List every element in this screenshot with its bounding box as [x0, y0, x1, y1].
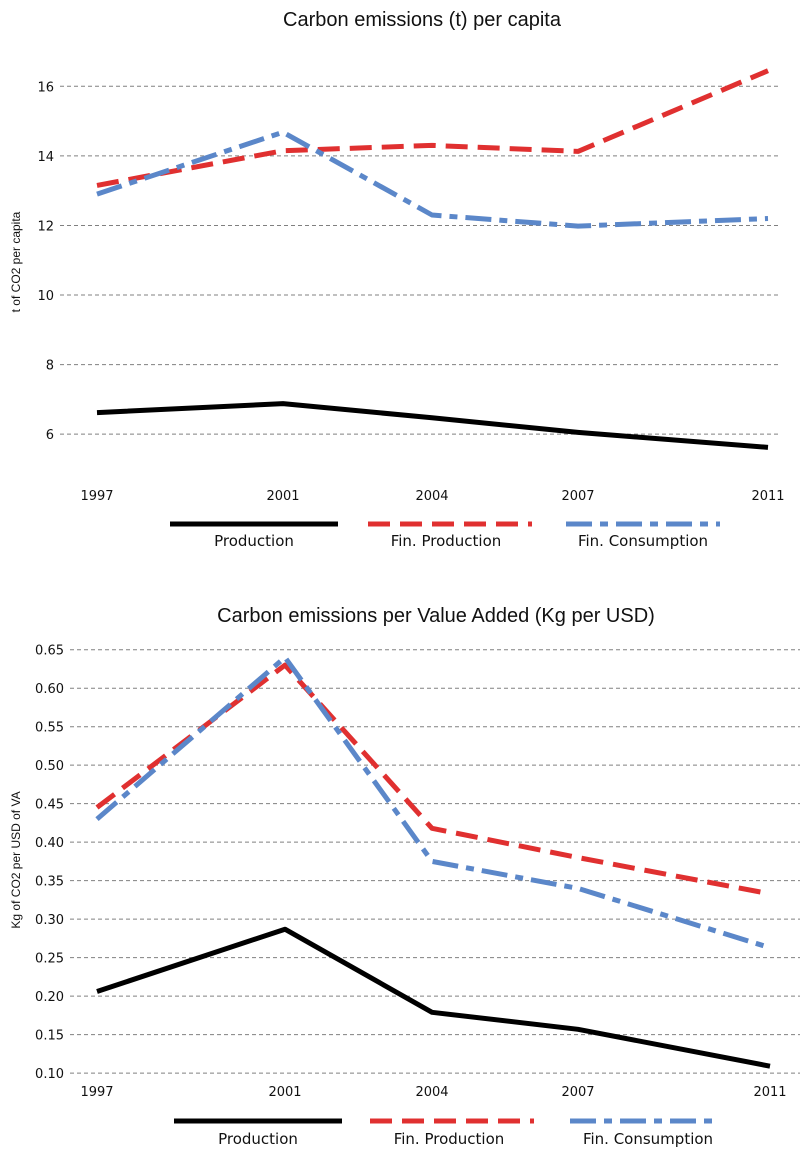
y-axis-label: Kg of CO2 per USD of VA — [9, 791, 23, 928]
y-tick-label: 16 — [37, 80, 54, 95]
legend-label: Fin. Consumption — [578, 532, 708, 550]
x-tick-label: 1997 — [80, 489, 113, 504]
series-line-fin-production — [95, 662, 771, 897]
y-tick-label: 0.50 — [35, 759, 64, 774]
y-tick-label: 6 — [46, 428, 54, 443]
y-tick-label: 0.65 — [35, 644, 64, 659]
chart-per-value-added: Carbon emissions per Value Added (Kg per… — [9, 605, 800, 1148]
x-tick-label: 2007 — [561, 1085, 594, 1100]
y-tick-labels: 6 8 10 12 14 16 — [37, 80, 54, 443]
x-tick-label: 2011 — [751, 489, 784, 504]
y-tick-label: 10 — [37, 289, 54, 304]
chart-title: Carbon emissions (t) per capita — [283, 9, 562, 31]
x-tick-label: 1997 — [80, 1085, 113, 1100]
x-tick-labels: 1997 2001 2004 2007 2011 — [80, 1085, 786, 1100]
chart-title: Carbon emissions per Value Added (Kg per… — [217, 605, 655, 627]
y-tick-label: 12 — [37, 219, 54, 234]
series-lines — [96, 68, 769, 450]
y-tick-label: 0.30 — [35, 913, 64, 928]
legend-label: Fin. Production — [394, 1130, 505, 1148]
x-tick-label: 2001 — [268, 1085, 301, 1100]
series-line-production — [96, 401, 769, 450]
y-tick-label: 0.15 — [35, 1029, 64, 1044]
legend-label: Fin. Consumption — [583, 1130, 713, 1148]
x-tick-labels: 1997 2001 2004 2007 2011 — [80, 489, 784, 504]
x-tick-label: 2004 — [415, 489, 448, 504]
legend: Production Fin. Production Fin. Consumptio… — [174, 1118, 720, 1148]
series-line-fin-consumption — [95, 654, 771, 951]
legend-label: Production — [214, 532, 294, 550]
y-tick-label: 0.10 — [35, 1067, 64, 1082]
y-tick-label: 14 — [37, 150, 54, 165]
y-tick-labels: 0.10 0.15 0.20 0.25 0.30 0.35 0.40 0.45 0.50 0.55… — [35, 644, 64, 1082]
x-tick-label: 2007 — [561, 489, 594, 504]
x-tick-label: 2001 — [266, 489, 299, 504]
legend: Production Fin. Production Fin. Consumptio… — [170, 521, 720, 550]
series-line-fin-consumption — [96, 129, 769, 229]
x-tick-label: 2011 — [753, 1085, 786, 1100]
y-tick-label: 0.60 — [35, 682, 64, 697]
series-lines — [95, 654, 771, 1069]
series-line-production — [96, 926, 771, 1069]
y-axis-label: t of CO2 per capita — [9, 211, 23, 312]
grid-lines — [60, 85, 780, 435]
y-tick-label: 0.40 — [35, 836, 64, 851]
x-tick-label: 2004 — [415, 1085, 448, 1100]
legend-label: Production — [218, 1130, 298, 1148]
y-tick-label: 0.25 — [35, 952, 64, 967]
chart-per-capita: Carbon emissions (t) per capita t of CO2… — [9, 9, 785, 550]
y-tick-label: 0.55 — [35, 721, 64, 736]
series-line-fin-production — [96, 68, 769, 188]
y-tick-label: 8 — [46, 359, 54, 374]
y-tick-label: 0.45 — [35, 798, 64, 813]
y-tick-label: 0.20 — [35, 990, 64, 1005]
y-tick-label: 0.35 — [35, 875, 64, 890]
legend-label: Fin. Production — [391, 532, 502, 550]
